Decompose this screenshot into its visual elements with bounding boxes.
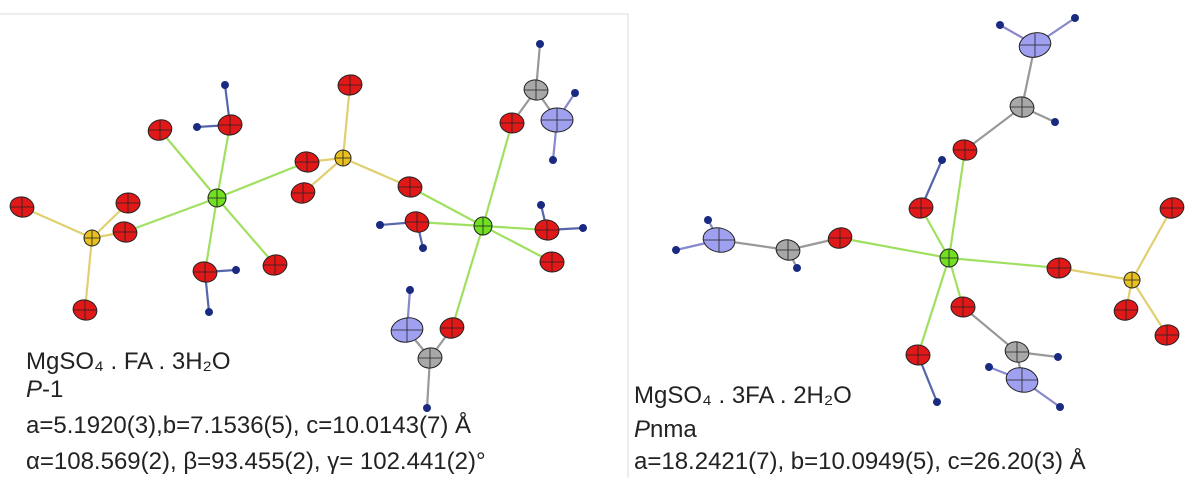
cell-angles: α=108.569(2), β=93.455(2), γ= 102.441(2)… (26, 450, 486, 474)
atom (932, 397, 942, 407)
space-group-rest: nma (650, 416, 697, 443)
formula: MgSO₄ . 3FA . 2H₂O (634, 384, 852, 408)
bond (452, 226, 483, 328)
atom (548, 155, 557, 164)
atom (1051, 118, 1060, 127)
atom (995, 20, 1005, 30)
atom (984, 362, 994, 372)
space-group-rest: -1 (42, 376, 63, 403)
atom (405, 285, 414, 294)
atom (1053, 352, 1063, 362)
atom (578, 223, 588, 233)
bond (918, 258, 949, 355)
bond (1132, 208, 1172, 280)
formula: MgSO₄ . FA . 3H₂O (26, 350, 231, 374)
bond (217, 198, 275, 265)
bond (483, 123, 512, 226)
bond (949, 258, 1059, 268)
space-group-italic: P (634, 416, 650, 443)
cell-lengths: a=5.1920(3),b=7.1536(5), c=10.0143(7) Å (26, 414, 471, 438)
atom (537, 201, 546, 210)
space-group: P-1 (26, 378, 63, 402)
space-group-italic: P (26, 376, 42, 403)
structures (0, 0, 1196, 478)
bond (205, 198, 217, 272)
atom (221, 81, 230, 90)
bond (840, 238, 949, 258)
atom (671, 245, 680, 254)
atom (418, 243, 428, 253)
atom (1056, 403, 1064, 411)
bond (160, 130, 217, 198)
atom (231, 265, 240, 274)
bond (217, 125, 230, 198)
bond (343, 85, 350, 158)
atom (193, 123, 201, 131)
bond (85, 238, 92, 310)
atom (793, 264, 801, 272)
atom (536, 40, 544, 48)
cell-lengths: a=18.2421(7), b=10.0949(5), c=26.20(3) Å (634, 450, 1086, 474)
atom (376, 221, 384, 229)
space-group: Pnma (634, 418, 697, 442)
atom (937, 155, 947, 165)
figure: MgSO₄ . FA . 3H₂O P-1 a=5.1920(3),b=7.15… (0, 0, 1196, 478)
atom (703, 215, 713, 225)
bond (949, 150, 965, 258)
atom (205, 308, 213, 316)
